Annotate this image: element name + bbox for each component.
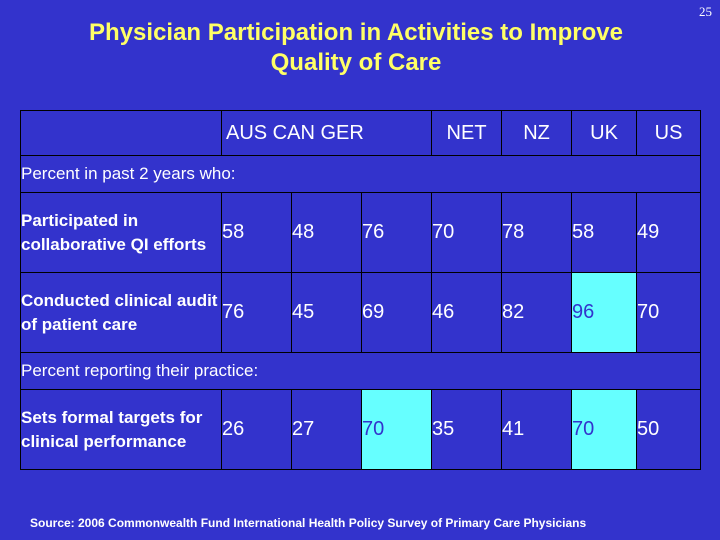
value-cell-net: 35	[431, 389, 503, 470]
header-us: US	[636, 110, 702, 156]
header-row: AUS CAN GER NET NZ UK US	[20, 110, 702, 156]
value-cell-uk-highlighted: 70	[571, 389, 638, 470]
value-cell-uk-highlighted: 96	[571, 272, 638, 353]
value-cell-net: 46	[431, 272, 503, 353]
value-cell-net: 70	[431, 192, 503, 273]
slide-number: 25	[699, 4, 712, 19]
value-cell-can: 45	[291, 272, 362, 353]
header-uk: UK	[571, 110, 638, 156]
value-cell-can: 48	[291, 192, 362, 273]
value-cell-nz: 78	[501, 192, 573, 273]
header-corner	[20, 110, 222, 156]
slide-title: Physician Participation in Activities to…	[20, 18, 692, 78]
row-label: Conducted clinical audit of patient care	[20, 272, 222, 353]
value-cell-aus: 26	[221, 389, 292, 470]
value-cell-us: 70	[636, 272, 702, 353]
value-cell-can: 27	[291, 389, 362, 470]
value-cell-us: 50	[636, 389, 702, 470]
section-label: Percent reporting their practice:	[19, 352, 702, 390]
data-table: AUS CAN GER NET NZ UK US Percent in past…	[19, 110, 702, 470]
header-aus-can-ger: AUS CAN GER	[220, 110, 433, 156]
title-line-1: Physician Participation in Activities to…	[89, 19, 623, 46]
row-label: Participated in collaborative QI efforts	[20, 192, 222, 273]
section-row: Percent reporting their practice:	[19, 352, 702, 390]
value-cell-us: 49	[636, 192, 702, 273]
table-row: Conducted clinical audit of patient care…	[20, 272, 702, 353]
value-cell-ger-highlighted: 70	[360, 389, 433, 470]
value-cell-ger: 76	[360, 192, 433, 273]
header-net: NET	[431, 110, 503, 156]
value-cell-nz: 41	[501, 389, 573, 470]
table-row: Sets formal targets for clinical perform…	[20, 389, 702, 470]
row-label: Sets formal targets for clinical perform…	[20, 389, 222, 470]
section-label: Percent in past 2 years who:	[19, 155, 702, 193]
table-row: Participated in collaborative QI efforts…	[20, 192, 702, 273]
section-row: Percent in past 2 years who:	[19, 155, 702, 193]
value-cell-aus: 58	[221, 192, 292, 273]
source-note: Source: 2006 Commonwealth Fund Internati…	[30, 516, 587, 530]
value-cell-aus: 76	[221, 272, 292, 353]
value-cell-nz: 82	[501, 272, 573, 353]
value-cell-uk: 58	[571, 192, 638, 273]
value-cell-ger: 69	[360, 272, 433, 353]
header-nz: NZ	[501, 110, 573, 156]
title-line-2: Quality of Care	[270, 49, 442, 76]
